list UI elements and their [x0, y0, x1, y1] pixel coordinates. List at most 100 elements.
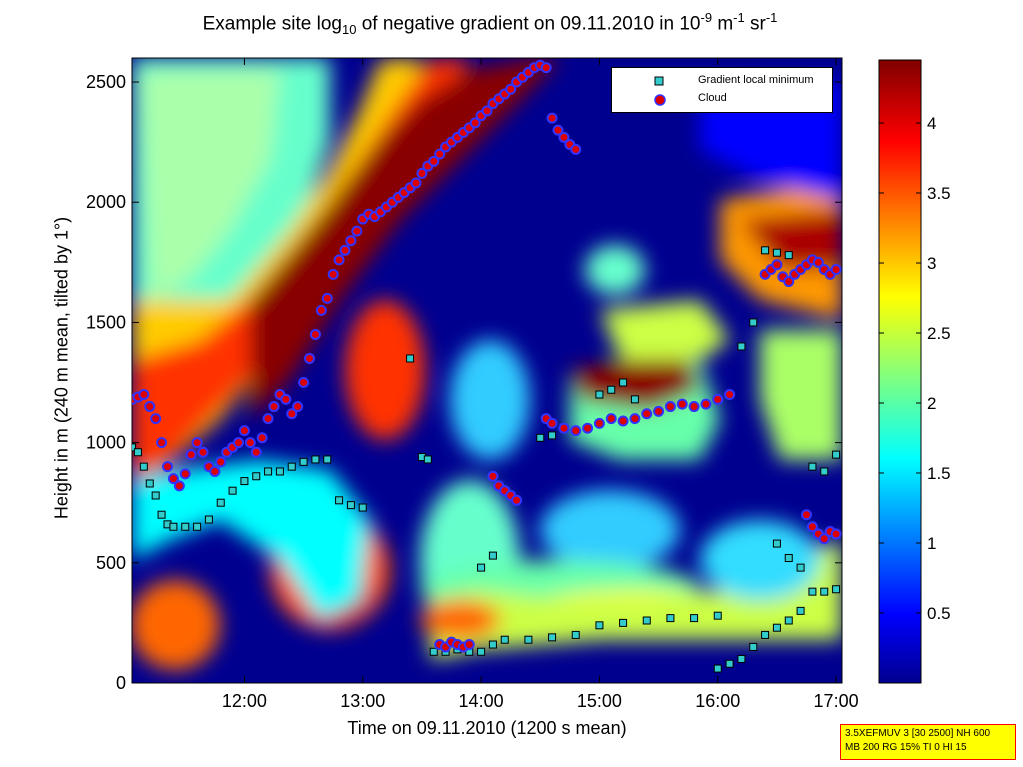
x-tick-labels: 12:00 13:00 14:00 15:00 16:00 17:00 — [222, 691, 859, 711]
colorbar-tick-label: 3 — [927, 254, 936, 273]
cloud-point — [629, 413, 641, 425]
plot-frame — [131, 57, 843, 684]
cloud-point — [801, 509, 812, 521]
settings-info-box: 3.5XEFMUV 3 [30 2500] NH 600 MB 200 RG 1… — [840, 724, 1016, 760]
cloud-point — [410, 177, 422, 189]
cloud-point — [150, 413, 162, 425]
cloud-point — [434, 148, 446, 160]
cloud-point — [244, 437, 256, 449]
cloud-point — [505, 83, 517, 95]
cloud-point — [487, 470, 499, 482]
gradient-minimum-point — [749, 318, 758, 327]
settings-line-1: 3.5XEFMUV 3 [30 2500] NH 600 — [845, 728, 991, 739]
gradient-minimum-point — [737, 342, 746, 351]
gradient-minimum-point — [725, 659, 734, 668]
cloud-point — [712, 393, 724, 405]
cloud-point — [812, 256, 824, 268]
cloud-point — [238, 425, 250, 437]
gradient-minimum-point — [346, 501, 355, 510]
gradient-minimum-point — [630, 395, 639, 404]
y-tick-label: 2500 — [86, 72, 126, 92]
cloud-point — [250, 446, 262, 458]
colorbar-tick-label: 2.5 — [927, 324, 951, 343]
gradient-minimum-point — [595, 390, 604, 399]
gradient-minimum-point — [299, 457, 308, 466]
cloud-point — [570, 425, 582, 437]
gradient-minimum-point — [536, 433, 545, 442]
cloud-point — [309, 328, 321, 340]
legend: Gradient local minimum Cloud — [611, 67, 833, 113]
cloud-point — [138, 389, 150, 401]
y-tick-label: 1000 — [86, 433, 126, 453]
cloud-point — [783, 276, 795, 288]
cloud-point — [546, 112, 558, 124]
cloud-point — [304, 352, 315, 364]
legend-entry-minimum: Gradient local minimum — [612, 72, 832, 90]
cloud-point — [292, 401, 304, 413]
gradient-minimum-point — [690, 614, 699, 623]
y-axis-label: Height in m (240 m mean, tilted by 1°) — [51, 216, 72, 520]
y-tick-label: 500 — [96, 553, 126, 573]
cloud-point — [280, 393, 292, 405]
cloud-point — [664, 401, 676, 413]
legend-square-marker-icon — [654, 76, 664, 86]
settings-line-2: MB 200 RG 15% TI 0 HI 15 — [845, 742, 967, 753]
cloud-point — [321, 292, 333, 304]
gradient-minimum-point — [358, 503, 367, 512]
cloud-point — [463, 639, 475, 651]
gradient-minimum-point — [820, 587, 829, 596]
colorbar-tick-label: 3.5 — [927, 184, 951, 203]
gradient-minimum-point — [524, 635, 533, 644]
gradient-minimum-point — [311, 455, 320, 464]
cloud-point — [617, 415, 629, 427]
x-tick-label: 12:00 — [222, 691, 267, 711]
cloud-point — [641, 408, 653, 420]
gradient-minimum-point — [429, 647, 438, 656]
colorbar-tick-label: 1 — [927, 534, 936, 553]
gradient-minimum-point — [477, 563, 486, 572]
gradient-minimum-point — [216, 498, 225, 507]
cloud-point — [233, 437, 244, 449]
cloud-point — [558, 422, 570, 434]
gradient-minimum-point — [335, 496, 344, 505]
y-tick-label: 2000 — [86, 192, 126, 212]
gradient-minimum-point — [406, 354, 415, 363]
cloud-point — [469, 117, 481, 129]
gradient-minimum-point — [772, 248, 781, 257]
y-tick-label: 0 — [116, 673, 126, 693]
gradient-minimum-point — [832, 450, 841, 459]
gradient-minimum-point — [151, 491, 160, 500]
gradient-minimum-point — [548, 633, 557, 642]
cloud-point — [286, 408, 298, 420]
cloud-point — [167, 473, 179, 485]
cloud-point — [653, 405, 665, 417]
gradient-minimum-point — [157, 510, 166, 519]
cloud-point — [173, 480, 185, 492]
gradient-minimum-point — [132, 443, 136, 452]
cloud-point — [771, 259, 783, 271]
cloud-point — [333, 254, 345, 266]
cloud-point — [582, 422, 594, 434]
gradient-minimum-point — [619, 378, 628, 387]
gradient-minimum-point — [181, 522, 190, 531]
legend-circle-marker-icon — [654, 94, 666, 106]
legend-entry-cloud: Cloud — [612, 90, 832, 108]
gradient-minimum-point — [264, 467, 273, 476]
cloud-point — [700, 398, 712, 410]
x-axis-label: Time on 09.11.2010 (1200 s mean) — [347, 718, 627, 738]
gradient-minimum-point — [761, 246, 770, 255]
chart-title: Example site log10 of negative gradient … — [202, 10, 778, 38]
cloud-point — [546, 417, 558, 429]
colorbar-tick-label: 1.5 — [927, 464, 951, 483]
cloud-point — [191, 437, 203, 449]
y-tick-label: 1500 — [86, 312, 126, 332]
x-tick-label: 13:00 — [340, 691, 385, 711]
gradient-minimum-point — [737, 654, 746, 663]
heatmap-field — [132, 58, 842, 683]
cloud-point — [830, 528, 842, 540]
gradient-minimum-point — [749, 642, 758, 651]
gradient-minimum-point — [808, 587, 817, 596]
cloud-point — [268, 401, 280, 413]
cloud-point — [605, 413, 617, 425]
